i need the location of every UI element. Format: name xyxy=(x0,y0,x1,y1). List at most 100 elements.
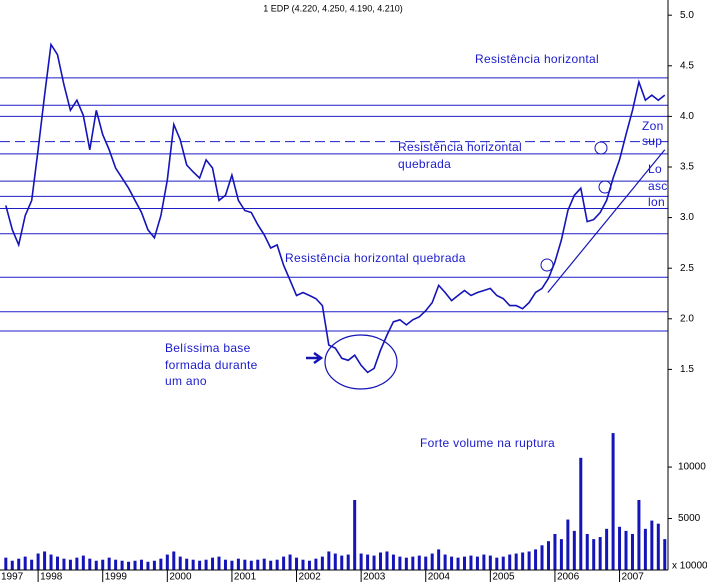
volume-bar xyxy=(333,553,337,570)
volume-bar xyxy=(133,560,137,570)
annotation: Resistência horizontal quebrada xyxy=(285,251,466,265)
volume-bar xyxy=(17,558,21,570)
annotation: um ano xyxy=(165,374,207,388)
volume-bar xyxy=(546,541,550,570)
smiley xyxy=(540,258,554,272)
volume-bar xyxy=(49,554,53,570)
volume-bar xyxy=(236,558,240,570)
volume-bar xyxy=(391,554,395,570)
volume-bar xyxy=(217,556,221,570)
x-tick-label: 2000 xyxy=(169,572,192,582)
volume-bar xyxy=(139,559,143,570)
volume-bar xyxy=(198,560,202,570)
x-tick-label: 1999 xyxy=(105,572,128,582)
annotation: Resistência horizontal xyxy=(398,140,522,154)
x-tick-label: 2006 xyxy=(557,572,580,582)
y-tick-label: 3.0 xyxy=(680,212,694,223)
volume-bar xyxy=(43,551,47,570)
volume-bar xyxy=(269,560,273,570)
volume-bar xyxy=(372,555,376,570)
volume-bar xyxy=(88,558,92,570)
volume-bar xyxy=(127,561,131,570)
volume-bar xyxy=(540,545,544,570)
volume-bar xyxy=(314,558,318,570)
volume-bar xyxy=(152,560,156,570)
volume-bar xyxy=(650,520,654,570)
volume-bar xyxy=(346,554,350,570)
x-tick-label: 2004 xyxy=(428,572,451,582)
volume-bar xyxy=(527,551,531,570)
volume-bar xyxy=(223,559,227,570)
volume-bar xyxy=(566,519,570,570)
volume-bar xyxy=(107,557,111,570)
volume-bar xyxy=(579,457,583,570)
chart-title: 1 EDP (4.220, 4.250, 4.190, 4.210) xyxy=(263,3,402,13)
volume-bar xyxy=(521,552,525,570)
volume-bar xyxy=(624,530,628,570)
volume-bar xyxy=(353,500,357,570)
volume-bar xyxy=(611,433,615,570)
volume-bar xyxy=(146,561,150,570)
volume-bar xyxy=(379,552,383,570)
volume-bar xyxy=(637,500,641,570)
volume-bar xyxy=(4,557,8,570)
volume-bar xyxy=(359,553,363,570)
volume-bar xyxy=(249,560,253,570)
volume-bar xyxy=(211,557,215,570)
y-tick-label: 5000 xyxy=(678,513,701,524)
volume-bar xyxy=(256,559,260,570)
annotation: Forte volume na ruptura xyxy=(420,436,555,450)
volume-bar xyxy=(598,537,602,570)
volume-bar xyxy=(366,554,370,570)
x-tick-label: 2005 xyxy=(492,572,515,582)
volume-bar xyxy=(30,559,34,570)
arrow xyxy=(306,351,324,365)
volume-bar xyxy=(262,558,266,570)
plot-area: Resistência horizontal Resistência horizo… xyxy=(0,42,668,570)
volume-bar xyxy=(275,559,279,570)
volume-bar xyxy=(10,560,14,570)
volume-bar xyxy=(488,555,492,570)
y-tick-label: 3.5 xyxy=(680,162,694,173)
volume-bar xyxy=(172,551,176,570)
volume-bar xyxy=(282,556,286,570)
y-tick-label: 10000 xyxy=(678,462,706,473)
volume-bar xyxy=(443,554,447,570)
annotation: asc xyxy=(648,179,668,193)
volume-bar xyxy=(307,560,311,570)
volume-bar xyxy=(55,556,59,570)
volume-bar xyxy=(243,559,247,570)
volume-bar xyxy=(327,551,331,570)
price-line xyxy=(5,42,666,374)
x-tick-label: 2003 xyxy=(363,572,386,582)
volume-bar xyxy=(23,556,27,570)
y-tick-label: 2.5 xyxy=(680,263,694,274)
x-tick-label: 2007 xyxy=(622,572,645,582)
volume-bar xyxy=(424,556,428,570)
volume-bar xyxy=(656,523,660,570)
volume-bar xyxy=(81,555,85,570)
x-tick-label: 2001 xyxy=(234,572,257,582)
y-tick-label: 4.5 xyxy=(680,60,694,71)
volume-bar xyxy=(450,556,454,570)
volume-bar xyxy=(295,557,299,570)
y-tick-label: 5.0 xyxy=(680,10,694,21)
volume-bar xyxy=(204,559,208,570)
annotation: Resistência horizontal xyxy=(475,52,599,66)
volume-bar xyxy=(456,557,460,570)
volume-bar xyxy=(585,533,589,570)
annotation: Belíssima base xyxy=(165,341,251,355)
volume-bar xyxy=(288,554,292,570)
volume-bar xyxy=(559,539,563,570)
volume-bar xyxy=(501,556,505,570)
volume-bar xyxy=(508,554,512,570)
volume-bar xyxy=(469,555,473,570)
volume-bar xyxy=(320,556,324,570)
unit-label: x 10000 xyxy=(672,561,707,572)
volume-bar xyxy=(230,560,234,570)
volume-bar xyxy=(398,556,402,570)
y-tick-label: 4.0 xyxy=(680,111,694,122)
volume-bar xyxy=(178,556,182,570)
volume-bar xyxy=(430,553,434,570)
